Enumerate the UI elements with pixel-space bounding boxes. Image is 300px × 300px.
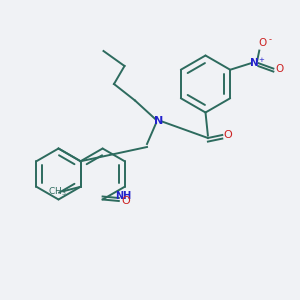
Text: NH: NH: [115, 191, 131, 201]
Text: N: N: [250, 58, 259, 68]
Text: CH$_3$: CH$_3$: [49, 185, 67, 197]
Text: O: O: [258, 38, 266, 48]
Text: O: O: [276, 64, 284, 74]
Text: +: +: [258, 56, 264, 63]
Text: -: -: [268, 35, 271, 44]
Text: O: O: [122, 196, 130, 206]
Text: O: O: [223, 130, 232, 140]
Text: N: N: [154, 116, 164, 127]
